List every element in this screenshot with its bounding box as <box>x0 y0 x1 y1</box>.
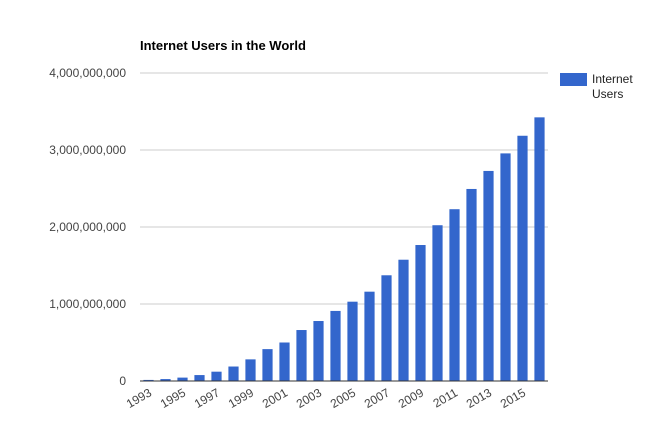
bar <box>381 275 392 381</box>
x-tick-label: 2005 <box>328 385 358 411</box>
x-tick-label: 1993 <box>124 385 154 411</box>
legend-label: Internet Users <box>592 72 633 101</box>
bar <box>330 310 341 381</box>
bar <box>466 188 477 381</box>
bar <box>398 259 409 381</box>
bar <box>449 209 460 381</box>
bar <box>364 291 375 381</box>
bar <box>245 359 256 381</box>
bar <box>296 330 307 381</box>
x-tick-label: 2013 <box>464 385 494 411</box>
legend-swatch <box>560 73 587 86</box>
x-tick-label: 2001 <box>260 385 290 411</box>
x-tick-label: 2003 <box>294 385 324 411</box>
bars <box>143 117 545 382</box>
legend: Internet Users <box>560 72 633 101</box>
bar <box>228 366 239 381</box>
chart-title: Internet Users in the World <box>140 38 306 53</box>
bar <box>534 117 545 382</box>
y-axis-tick-labels: 0 1,000,000,000 2,000,000,000 3,000,000,000… <box>49 66 126 388</box>
bar <box>500 153 511 381</box>
bar <box>347 301 358 381</box>
bar <box>177 377 188 381</box>
bar <box>432 225 443 381</box>
bar <box>517 135 528 381</box>
x-tick-label: 2009 <box>396 385 426 411</box>
x-tick-label: 2015 <box>498 385 528 411</box>
bar <box>160 379 171 381</box>
x-tick-label: 2007 <box>362 385 392 411</box>
bar <box>143 379 154 381</box>
y-tick-label: 3,000,000,000 <box>49 143 126 157</box>
x-tick-label: 1999 <box>226 385 256 411</box>
y-tick-label: 1,000,000,000 <box>49 297 126 311</box>
bar <box>279 342 290 381</box>
bar <box>483 170 494 381</box>
y-tick-label: 0 <box>119 374 126 388</box>
gridlines <box>140 72 548 305</box>
bar <box>211 371 222 381</box>
x-tick-label: 2011 <box>431 385 461 410</box>
bar <box>262 349 273 381</box>
bar <box>415 245 426 381</box>
x-axis-tick-labels: 1993 1995 1997 1999 2001 2003 2005 2007 2009 2011… <box>124 385 528 411</box>
x-tick-label: 1995 <box>158 385 188 411</box>
x-tick-label: 1997 <box>192 385 222 411</box>
y-tick-label: 2,000,000,000 <box>49 220 126 234</box>
bar <box>313 321 324 381</box>
bar <box>194 375 205 381</box>
y-tick-label: 4,000,000,000 <box>49 66 126 80</box>
